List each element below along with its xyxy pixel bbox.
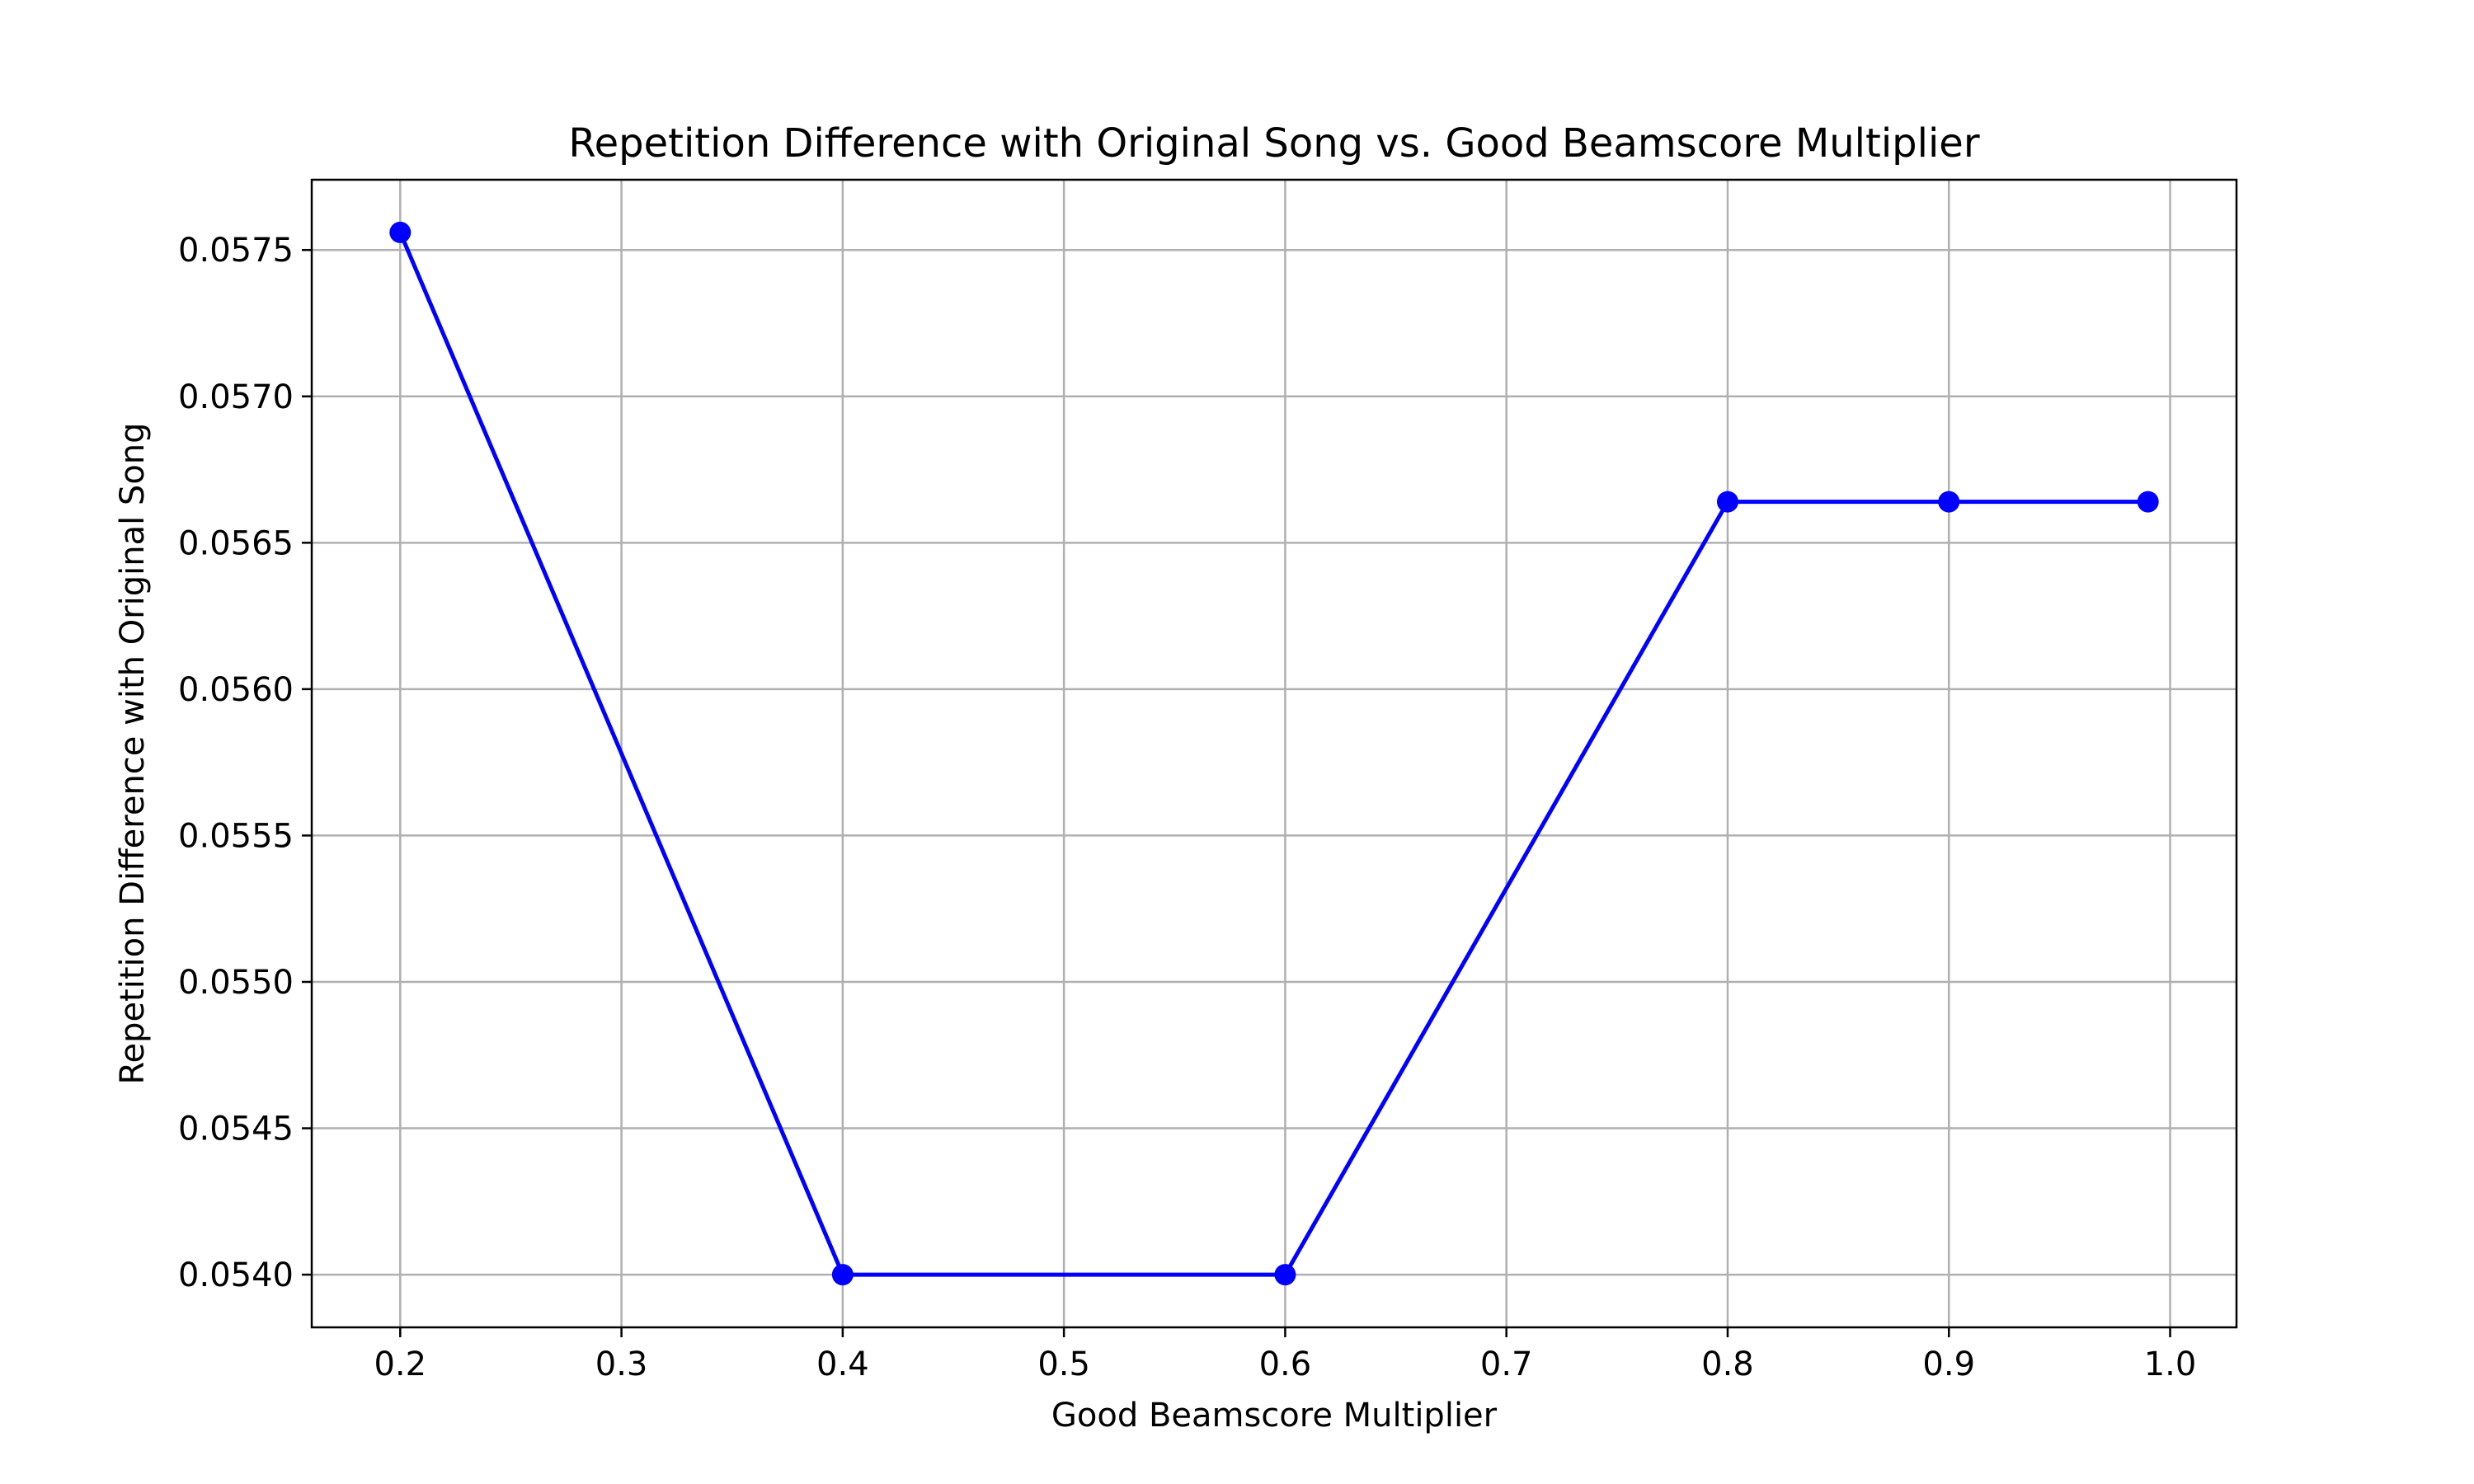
data-point <box>831 1264 854 1286</box>
data-point <box>1716 491 1738 513</box>
x-axis-label: Good Beamscore Multiplier <box>1051 1397 1498 1435</box>
y-tick-label: 0.0555 <box>178 817 294 855</box>
x-tick-label: 0.3 <box>595 1345 648 1383</box>
data-point <box>1274 1264 1296 1286</box>
ticks: 0.2 0.3 0.4 0.5 0.6 0.7 0.8 0.9 1.0 0.0540 0.0545 0… <box>178 232 2196 1383</box>
x-tick-label: 0.7 <box>1480 1345 1533 1383</box>
series-layer <box>389 221 2159 1286</box>
x-tick-label: 0.5 <box>1037 1345 1090 1383</box>
x-tick-label: 0.6 <box>1259 1345 1312 1383</box>
x-tick-label: 0.9 <box>1922 1345 1975 1383</box>
data-point <box>389 221 412 243</box>
plot-frame <box>310 178 2238 1329</box>
y-tick-label: 0.0560 <box>178 671 294 709</box>
data-point <box>1938 491 1960 513</box>
grid <box>312 180 2236 1327</box>
y-tick-label: 0.0570 <box>178 378 294 416</box>
x-tick-label: 0.8 <box>1701 1345 1754 1383</box>
y-tick-label: 0.0540 <box>178 1256 294 1294</box>
y-tick-label: 0.0575 <box>178 232 294 270</box>
y-tick-label: 0.0545 <box>178 1111 294 1148</box>
x-tick-label: 1.0 <box>2144 1345 2197 1383</box>
x-tick-label: 0.2 <box>374 1345 426 1383</box>
y-tick-label: 0.0565 <box>178 524 294 562</box>
y-axis-label: Repetition Difference with Original Song <box>114 422 152 1084</box>
series-line <box>397 231 2148 1277</box>
chart-title: Repetition Difference with Original Song… <box>568 120 1979 167</box>
x-tick-label: 0.4 <box>816 1345 869 1383</box>
data-point <box>2137 491 2159 513</box>
y-tick-label: 0.0550 <box>178 964 294 1002</box>
